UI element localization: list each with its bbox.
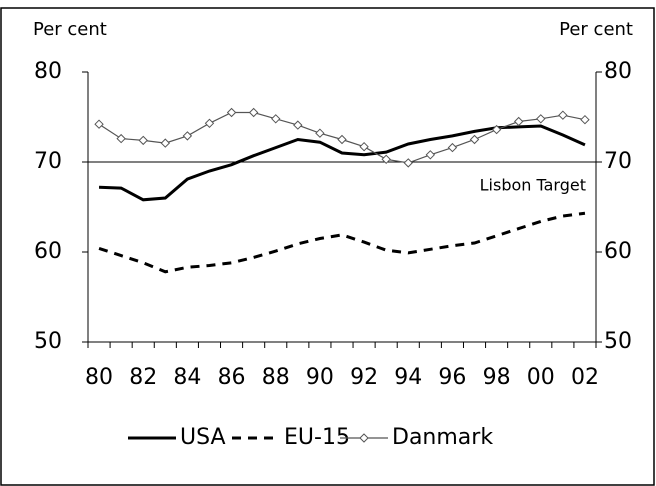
point-marker [536,114,546,124]
point-marker [138,135,148,146]
point-marker [315,128,325,138]
y-axis-label: Per cent [33,19,107,40]
y2-tick-label: 80 [604,59,632,84]
legend-label: Danmark [392,425,493,450]
point-marker [204,118,215,129]
point-marker [558,110,568,120]
point-marker [182,131,193,141]
point-marker [580,114,590,125]
y-tick-label: 50 [34,329,62,354]
reference-label: Lisbon Target [480,176,586,195]
x-tick-label: 90 [306,365,334,390]
series-line [98,211,586,274]
legend-label: EU-15 [284,425,350,450]
point-marker [271,114,281,124]
x-tick-label: 80 [85,365,113,390]
y-tick-label: 60 [34,239,62,264]
legend-marker [359,433,369,443]
y-tick-label: 80 [34,59,62,84]
point-marker [381,154,391,165]
point-marker [293,120,303,130]
x-tick-label: 82 [129,365,157,390]
point-marker [337,134,347,145]
x-tick-label: 96 [438,365,466,390]
point-marker [403,158,413,168]
point-marker [160,138,171,148]
x-tick-label: 98 [483,365,511,390]
y-tick-label: 70 [34,149,62,174]
point-marker [94,119,104,129]
point-marker [447,142,458,153]
y2-tick-label: 50 [604,329,632,354]
point-marker [425,150,436,160]
frame [0,7,655,486]
x-tick-label: 84 [173,365,201,390]
legend-label: USA [180,425,226,450]
x-tick-label: 86 [218,365,246,390]
y2-tick-label: 60 [604,239,632,264]
point-marker [491,124,502,135]
point-marker [469,134,480,145]
point-marker [248,107,259,118]
point-marker [359,141,369,152]
x-tick-label: 94 [394,365,422,390]
x-tick-label: 88 [262,365,290,390]
x-tick-label: 00 [527,365,555,390]
y2-axis-label: Per cent [559,19,633,40]
point-marker [226,107,237,118]
y2-tick-label: 70 [604,149,632,174]
point-marker [116,133,126,144]
point-marker [513,116,524,127]
x-tick-label: 92 [350,365,378,390]
x-tick-label: 02 [571,365,599,390]
